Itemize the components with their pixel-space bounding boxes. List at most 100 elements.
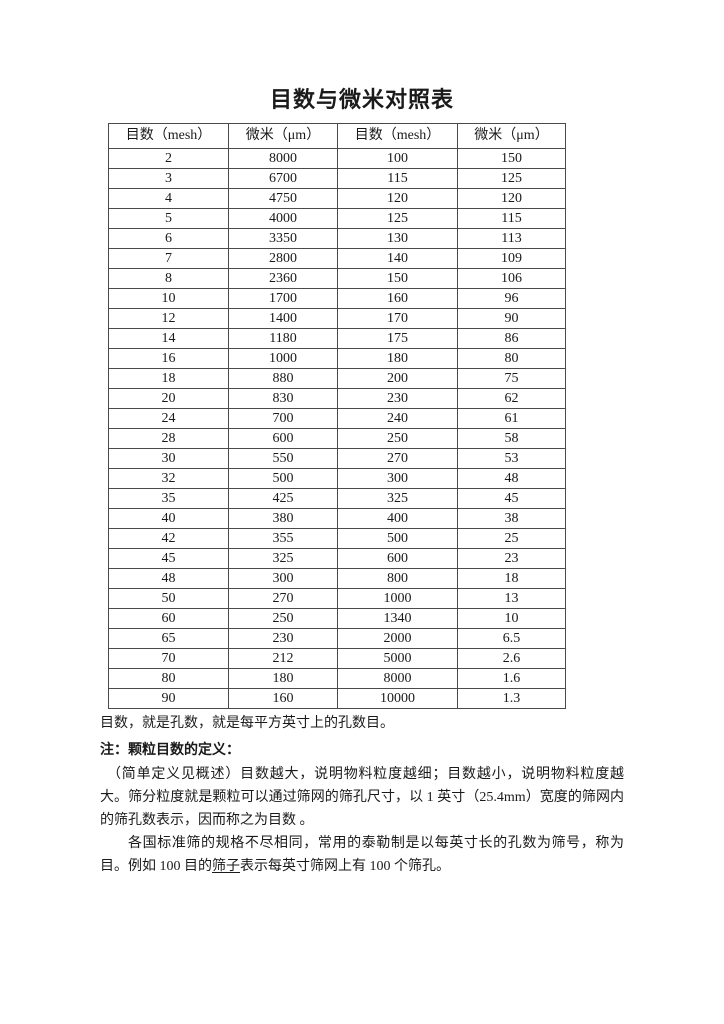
table-cell: 7 [108, 248, 229, 269]
table-row: 50 270 1000 13 [108, 588, 566, 609]
table-cell: 86 [457, 328, 566, 349]
table-cell: 140 [337, 248, 458, 269]
table-cell: 90 [108, 688, 229, 709]
table-cell: 8000 [228, 148, 338, 169]
table-cell: 61 [457, 408, 566, 429]
table-cell: 380 [228, 508, 338, 529]
table-cell: 160 [228, 688, 338, 709]
table-cell: 1.6 [457, 668, 566, 689]
table-cell: 600 [228, 428, 338, 449]
table-cell: 6 [108, 228, 229, 249]
table-cell: 325 [228, 548, 338, 569]
table-cell: 1700 [228, 288, 338, 309]
table-cell: 2 [108, 148, 229, 169]
table-cell: 270 [337, 448, 458, 469]
table-cell: 240 [337, 408, 458, 429]
table-header-cell: 目数（mesh） [337, 123, 458, 149]
table-cell: 3 [108, 168, 229, 189]
table-cell: 230 [337, 388, 458, 409]
table-cell: 24 [108, 408, 229, 429]
table-row: 5 4000 125 115 [108, 208, 566, 229]
table-cell: 880 [228, 368, 338, 389]
table-cell: 18 [108, 368, 229, 389]
table-cell: 180 [228, 668, 338, 689]
table-row: 45 325 600 23 [108, 548, 566, 569]
table-cell: 12 [108, 308, 229, 329]
table-cell: 170 [337, 308, 458, 329]
table-cell: 13 [457, 588, 566, 609]
table-row: 目数（mesh） 微米（μm） 目数（mesh） 微米（μm） [108, 123, 566, 149]
table-cell: 30 [108, 448, 229, 469]
table-cell: 115 [457, 208, 566, 229]
table-cell: 60 [108, 608, 229, 629]
table-cell: 42 [108, 528, 229, 549]
table-cell: 96 [457, 288, 566, 309]
table-cell: 180 [337, 348, 458, 369]
table-row: 24 700 240 61 [108, 408, 566, 429]
table-cell: 125 [457, 168, 566, 189]
table-row: 32 500 300 48 [108, 468, 566, 489]
table-cell: 1000 [228, 348, 338, 369]
table-cell: 120 [457, 188, 566, 209]
table-row: 48 300 800 18 [108, 568, 566, 589]
table-cell: 355 [228, 528, 338, 549]
table-cell: 70 [108, 648, 229, 669]
document-title: 目数与微米对照表 [269, 87, 454, 112]
table-cell: 18 [457, 568, 566, 589]
table-cell: 5000 [337, 648, 458, 669]
table-row: 20 830 230 62 [108, 388, 566, 409]
table-row: 18 880 200 75 [108, 368, 566, 389]
table-cell: 3350 [228, 228, 338, 249]
table-row: 3 6700 115 125 [108, 168, 566, 189]
table-cell: 212 [228, 648, 338, 669]
table-cell: 500 [228, 468, 338, 489]
table-cell: 300 [337, 468, 458, 489]
table-cell: 28 [108, 428, 229, 449]
paragraph-text-segment: 各国标准筛的规格不尽相同，常用的泰勒制是以每英寸长的孔数为筛号，称为目。例如 1… [100, 836, 624, 874]
table-row: 2 8000 100 150 [108, 148, 566, 169]
table-header-cell: 目数（mesh） [108, 123, 229, 149]
table-row: 30 550 270 53 [108, 448, 566, 469]
table-cell: 6700 [228, 168, 338, 189]
table-cell: 48 [457, 468, 566, 489]
table-cell: 32 [108, 468, 229, 489]
table-cell: 425 [228, 488, 338, 509]
underlined-term: 筛子 [212, 859, 240, 874]
table-cell: 80 [108, 668, 229, 689]
table-cell: 250 [228, 608, 338, 629]
table-cell: 53 [457, 448, 566, 469]
note-heading: 注：颗粒目数的定义： [100, 743, 240, 758]
table-row: 8 2360 150 106 [108, 268, 566, 289]
table-cell: 100 [337, 148, 458, 169]
table-cell: 1.3 [457, 688, 566, 709]
table-cell: 4000 [228, 208, 338, 229]
table-header-cell: 微米（μm） [228, 123, 338, 149]
table-row: 12 1400 170 90 [108, 308, 566, 329]
table-cell: 150 [337, 268, 458, 289]
table-cell: 1340 [337, 608, 458, 629]
table-cell: 125 [337, 208, 458, 229]
table-cell: 25 [457, 528, 566, 549]
table-cell: 23 [457, 548, 566, 569]
table-cell: 58 [457, 428, 566, 449]
table-cell: 40 [108, 508, 229, 529]
table-cell: 800 [337, 568, 458, 589]
table-row: 65 230 2000 6.5 [108, 628, 566, 649]
table-cell: 10 [457, 608, 566, 629]
table-cell: 1000 [337, 588, 458, 609]
table-cell: 45 [457, 488, 566, 509]
table-row: 16 1000 180 80 [108, 348, 566, 369]
intro-line: 目数，就是孔数，就是每平方英寸上的孔数目。 [100, 716, 394, 731]
table-cell: 1180 [228, 328, 338, 349]
table-cell: 230 [228, 628, 338, 649]
table-cell: 8000 [337, 668, 458, 689]
table-cell: 16 [108, 348, 229, 369]
table-cell: 75 [457, 368, 566, 389]
table-cell: 62 [457, 388, 566, 409]
table-row: 80 180 8000 1.6 [108, 668, 566, 689]
table-cell: 270 [228, 588, 338, 609]
table-row: 14 1180 175 86 [108, 328, 566, 349]
table-cell: 45 [108, 548, 229, 569]
table-row: 70 212 5000 2.6 [108, 648, 566, 669]
paragraph-text-segment: 表示每英寸筛网上有 100 个筛孔。 [240, 859, 450, 874]
